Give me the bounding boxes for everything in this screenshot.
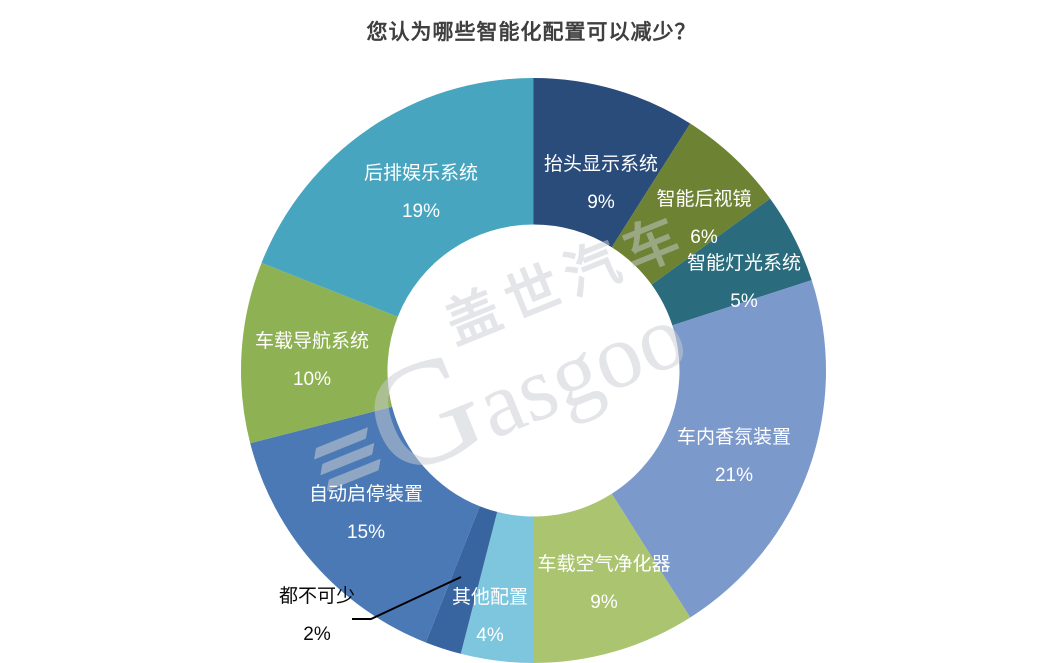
leader-line — [352, 576, 462, 620]
pie-slice-抬头显示系统 — [533, 78, 691, 248]
pie-slice-车内香氛装置 — [611, 280, 826, 618]
pie-slice-车载导航系统 — [240, 262, 398, 444]
pie-slice-智能灯光系统 — [651, 198, 812, 326]
pie-slice-都不可少 — [425, 506, 498, 654]
pie-slice-其他配置 — [460, 511, 534, 663]
pie-slice-智能后视镜 — [611, 123, 771, 285]
pie-slice-后排娱乐系统 — [261, 78, 534, 317]
pie-slice-自动启停装置 — [250, 406, 480, 643]
pie-slice-车载空气净化器 — [533, 493, 691, 663]
chart-title: 您认为哪些智能化配置可以减少？ — [366, 21, 697, 44]
